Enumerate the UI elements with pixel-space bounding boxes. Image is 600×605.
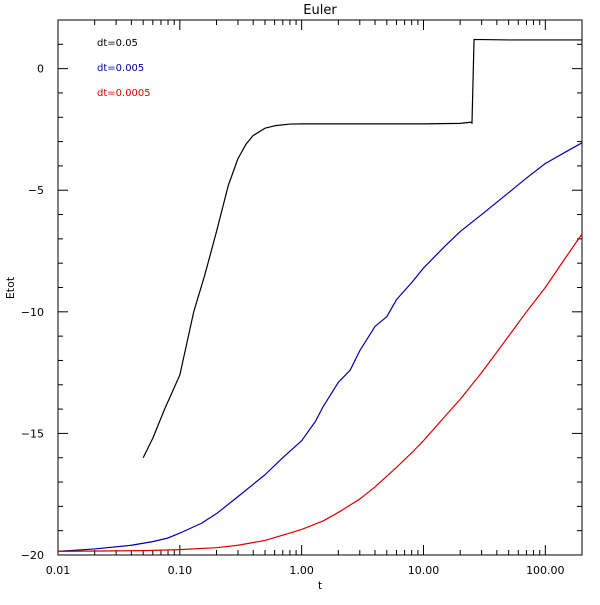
x-tick-label: 0.01 — [46, 564, 71, 577]
legend-entry: dt=0.005 — [97, 63, 144, 74]
y-tick-label: −10 — [21, 306, 44, 319]
series-line-dt-0-005 — [57, 142, 583, 552]
x-tick-label: 100.00 — [526, 564, 565, 577]
x-tick-label: 1.00 — [289, 564, 314, 577]
legend-entry: dt=0.05 — [97, 38, 138, 49]
x-tick-label: 10.00 — [408, 564, 440, 577]
y-tick-label: −15 — [21, 427, 44, 440]
y-tick-label: 0 — [37, 63, 44, 76]
chart-title: Euler — [303, 3, 337, 18]
plot-frame — [57, 19, 583, 556]
y-axis-label: Etot — [4, 276, 17, 299]
series-line-dt-0-05 — [142, 38, 582, 458]
legend-entry: dt=0.0005 — [97, 88, 151, 99]
series-layer — [57, 38, 583, 552]
x-ticks: 0.01 0.10 1.00 10.00 100.00 — [46, 20, 565, 577]
legend: dt=0.05 dt=0.005 dt=0.0005 — [97, 38, 151, 99]
y-tick-label: −20 — [21, 549, 44, 562]
x-axis-label: t — [318, 579, 323, 592]
y-tick-label: −5 — [28, 184, 44, 197]
x-tick-label: 0.10 — [168, 564, 193, 577]
y-ticks: 0 −5 −10 −15 −20 — [21, 43, 582, 562]
series-line-dt-0-0005 — [57, 233, 583, 552]
